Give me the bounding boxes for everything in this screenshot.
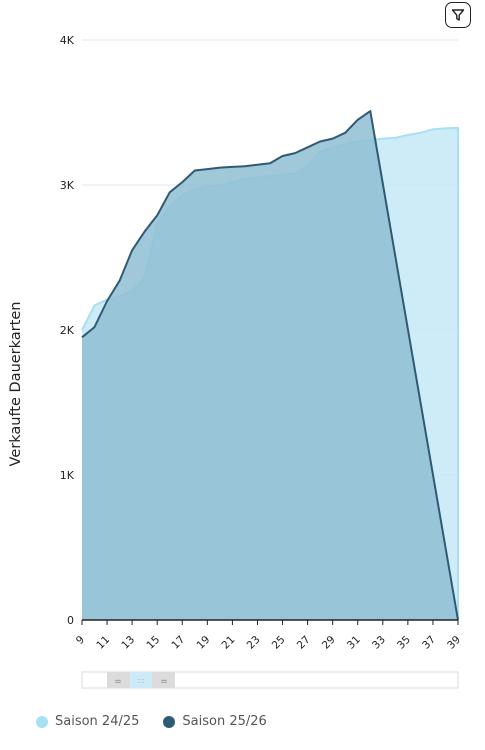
navigator-selection[interactable] xyxy=(130,672,152,688)
x-tick-label: 29 xyxy=(320,634,338,652)
line-saison-25-26[interactable] xyxy=(81,110,459,621)
x-tick-label: 33 xyxy=(370,634,388,652)
y-tick-label: 0 xyxy=(67,614,74,627)
x-tick-label: 25 xyxy=(270,634,288,652)
y-tick-label: 3K xyxy=(60,179,75,192)
x-tick-label: 15 xyxy=(144,634,162,652)
y-tick-label: 1K xyxy=(60,469,75,482)
y-axis-label: Verkaufte Dauerkarten xyxy=(8,302,24,467)
legend-label: Saison 24/25 xyxy=(55,714,140,729)
legend: Saison 24/25 Saison 25/26 xyxy=(36,714,267,729)
x-tick-label: 37 xyxy=(420,634,438,652)
area-saison-25-26[interactable] xyxy=(82,111,458,620)
y-tick-label: 4K xyxy=(60,34,75,47)
x-tick-label: 13 xyxy=(119,634,137,652)
navigator-handle-left[interactable]: = xyxy=(114,677,122,687)
navigator-track[interactable] xyxy=(81,671,459,689)
x-tick-label: 23 xyxy=(245,634,263,652)
filter-button[interactable] xyxy=(445,2,471,28)
legend-label: Saison 25/26 xyxy=(182,714,267,729)
x-axis-ticks: 9 11 13 15 17 19 21 23 25 27 29 31 33 35 37 39 xyxy=(74,620,463,652)
y-tick-label: 2K xyxy=(60,324,75,337)
x-tick-label: 31 xyxy=(345,634,363,652)
navigator-handle-mid[interactable]: ::: xyxy=(137,676,145,685)
x-tick-label: 11 xyxy=(94,634,112,652)
range-navigator[interactable]: = ::: = xyxy=(81,671,459,689)
filter-icon xyxy=(451,9,465,21)
legend-marker xyxy=(163,715,176,728)
x-tick-label: 35 xyxy=(395,634,413,652)
x-tick-label: 39 xyxy=(445,634,463,652)
x-tick-label: 21 xyxy=(220,634,238,652)
x-tick-label: 27 xyxy=(295,634,313,652)
x-tick-label: 17 xyxy=(169,634,187,652)
legend-item-saison-24-25[interactable]: Saison 24/25 xyxy=(36,714,139,729)
series-areas xyxy=(81,110,459,621)
x-tick-label: 9 xyxy=(74,634,87,647)
y-axis-ticks: 0 1K 2K 3K 4K xyxy=(60,34,75,627)
navigator-handle-right[interactable]: = xyxy=(160,677,168,687)
legend-item-saison-25-26[interactable]: Saison 25/26 xyxy=(163,714,267,729)
legend-marker xyxy=(36,715,48,728)
x-tick-label: 19 xyxy=(195,634,213,652)
